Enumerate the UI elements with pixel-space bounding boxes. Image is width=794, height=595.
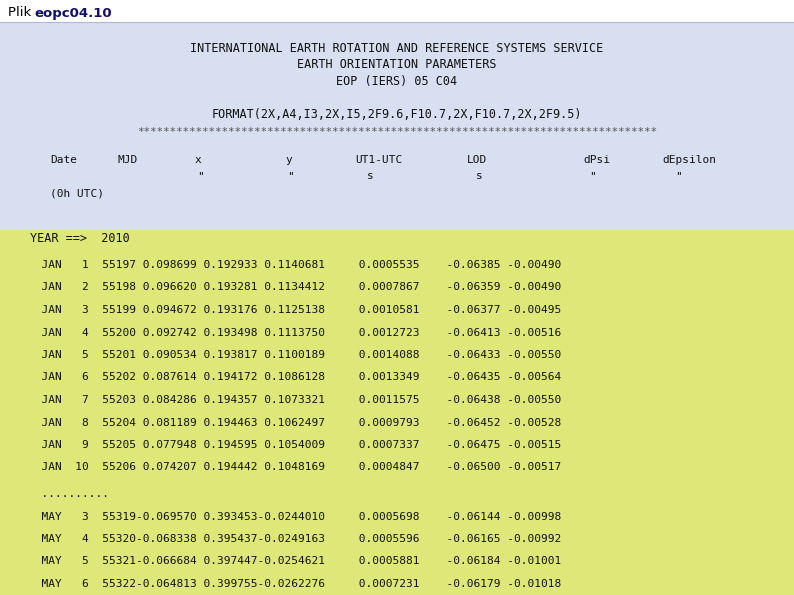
Text: Plik: Plik <box>8 7 36 20</box>
Text: ..........: .......... <box>28 489 109 499</box>
Text: JAN   4  55200 0.092742 0.193498 0.1113750     0.0012723    -0.06413 -0.00516: JAN 4 55200 0.092742 0.193498 0.1113750 … <box>28 327 561 337</box>
Text: JAN  10  55206 0.074207 0.194442 0.1048169     0.0004847    -0.06500 -0.00517: JAN 10 55206 0.074207 0.194442 0.1048169… <box>28 462 561 472</box>
Text: FORMAT(2X,A4,I3,2X,I5,2F9.6,F10.7,2X,F10.7,2X,2F9.5): FORMAT(2X,A4,I3,2X,I5,2F9.6,F10.7,2X,F10… <box>212 108 582 121</box>
Text: JAN   6  55202 0.087614 0.194172 0.1086128     0.0013349    -0.06435 -0.00564: JAN 6 55202 0.087614 0.194172 0.1086128 … <box>28 372 561 383</box>
Text: dPsi: dPsi <box>583 155 610 165</box>
Text: y: y <box>285 155 291 165</box>
Text: INTERNATIONAL EARTH ROTATION AND REFERENCE SYSTEMS SERVICE: INTERNATIONAL EARTH ROTATION AND REFEREN… <box>191 42 603 55</box>
Text: JAN   5  55201 0.090534 0.193817 0.1100189     0.0014088    -0.06433 -0.00550: JAN 5 55201 0.090534 0.193817 0.1100189 … <box>28 350 561 360</box>
Text: MJD: MJD <box>118 155 138 165</box>
Bar <box>0 22 794 230</box>
Text: eopc04.10: eopc04.10 <box>34 7 112 20</box>
Bar <box>0 230 794 595</box>
Text: s: s <box>367 171 374 181</box>
Text: MAY   6  55322-0.064813 0.399755-0.0262276     0.0007231    -0.06179 -0.01018: MAY 6 55322-0.064813 0.399755-0.0262276 … <box>28 579 561 589</box>
Text: JAN   3  55199 0.094672 0.193176 0.1125138     0.0010581    -0.06377 -0.00495: JAN 3 55199 0.094672 0.193176 0.1125138 … <box>28 305 561 315</box>
Text: Date: Date <box>50 155 77 165</box>
Text: YEAR ==>  2010: YEAR ==> 2010 <box>30 231 129 245</box>
Text: ********************************************************************************: ****************************************… <box>137 127 657 137</box>
Text: (0h UTC): (0h UTC) <box>50 188 104 198</box>
Text: UT1-UTC: UT1-UTC <box>355 155 403 165</box>
Text: JAN   7  55203 0.084286 0.194357 0.1073321     0.0011575    -0.06438 -0.00550: JAN 7 55203 0.084286 0.194357 0.1073321 … <box>28 395 561 405</box>
Text: JAN   9  55205 0.077948 0.194595 0.1054009     0.0007337    -0.06475 -0.00515: JAN 9 55205 0.077948 0.194595 0.1054009 … <box>28 440 561 450</box>
Bar <box>0 0 794 22</box>
Text: EOP (IERS) 05 C04: EOP (IERS) 05 C04 <box>337 76 457 89</box>
Text: ": " <box>287 171 294 181</box>
Text: MAY   5  55321-0.066684 0.397447-0.0254621     0.0005881    -0.06184 -0.01001: MAY 5 55321-0.066684 0.397447-0.0254621 … <box>28 556 561 566</box>
Text: ": " <box>675 171 682 181</box>
Text: s: s <box>476 171 483 181</box>
Text: ": " <box>589 171 596 181</box>
Text: JAN   8  55204 0.081189 0.194463 0.1062497     0.0009793    -0.06452 -0.00528: JAN 8 55204 0.081189 0.194463 0.1062497 … <box>28 418 561 427</box>
Text: JAN   1  55197 0.098699 0.192933 0.1140681     0.0005535    -0.06385 -0.00490: JAN 1 55197 0.098699 0.192933 0.1140681 … <box>28 260 561 270</box>
Text: LOD: LOD <box>467 155 488 165</box>
Text: ": " <box>197 171 204 181</box>
Text: dEpsilon: dEpsilon <box>662 155 716 165</box>
Text: x: x <box>195 155 202 165</box>
Text: MAY   3  55319-0.069570 0.393453-0.0244010     0.0005698    -0.06144 -0.00998: MAY 3 55319-0.069570 0.393453-0.0244010 … <box>28 512 561 521</box>
Text: EARTH ORIENTATION PARAMETERS: EARTH ORIENTATION PARAMETERS <box>297 58 497 71</box>
Text: JAN   2  55198 0.096620 0.193281 0.1134412     0.0007867    -0.06359 -0.00490: JAN 2 55198 0.096620 0.193281 0.1134412 … <box>28 283 561 293</box>
Text: MAY   4  55320-0.068338 0.395437-0.0249163     0.0005596    -0.06165 -0.00992: MAY 4 55320-0.068338 0.395437-0.0249163 … <box>28 534 561 544</box>
